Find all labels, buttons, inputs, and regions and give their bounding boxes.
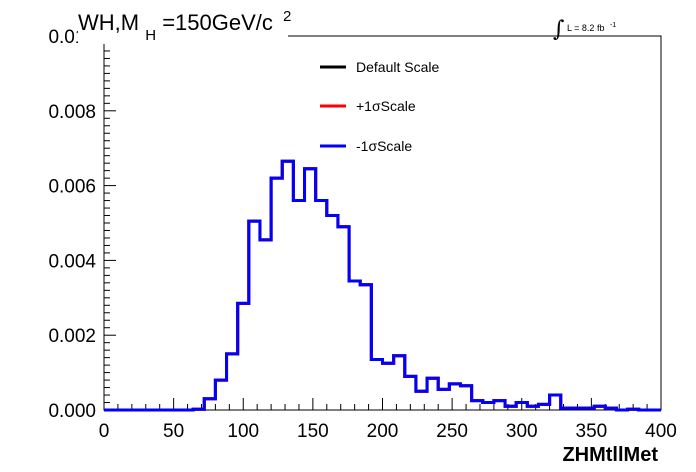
legend-label-minus: -1σScale	[356, 138, 412, 154]
plot-frame	[103, 35, 662, 411]
lumi-superscript: -1	[610, 22, 616, 29]
legend: Default Scale +1σScale -1σScale	[320, 59, 439, 154]
y-tick-label: 0.004	[48, 251, 96, 272]
title-background	[78, 4, 288, 44]
series-line-2	[104, 159, 661, 412]
title-subscript: H	[145, 27, 156, 44]
x-axis-title: ZHMtllMet	[562, 444, 658, 466]
x-axis-ticks: 0 50 100 150 200 250 300 350 400	[99, 398, 677, 442]
x-tick-label: 50	[163, 421, 184, 442]
title-main-text: WH,M	[78, 10, 139, 35]
x-tick-label: 250	[436, 421, 468, 442]
y-tick-label: 0.002	[48, 326, 96, 347]
series-layer	[104, 159, 661, 412]
series-line-0	[104, 159, 661, 412]
title-rest-text: =150GeV/c	[162, 10, 273, 35]
legend-label-plus: +1σScale	[356, 98, 416, 114]
y-tick-label: 0.000	[48, 401, 96, 422]
lumi-text: L = 8.2 fb	[567, 23, 604, 33]
x-tick-label: 350	[576, 421, 608, 442]
y-tick-label: 0.008	[48, 102, 96, 123]
legend-label-default: Default Scale	[356, 59, 439, 75]
lumi-integral-symbol: ∫	[553, 17, 565, 42]
y-tick-label: 0.006	[48, 177, 96, 198]
x-tick-label: 0	[99, 421, 110, 442]
series-line-1	[104, 159, 661, 412]
x-tick-label: 150	[297, 421, 329, 442]
chart-title: WH,M H =150GeV/c 2	[78, 8, 291, 45]
x-tick-label: 100	[227, 421, 259, 442]
x-tick-label: 300	[506, 421, 538, 442]
lumi-label: L = 8.2 fb -1	[567, 22, 616, 33]
x-tick-label: 400	[645, 421, 677, 442]
x-tick-label: 200	[367, 421, 399, 442]
title-superscript: 2	[283, 8, 291, 25]
